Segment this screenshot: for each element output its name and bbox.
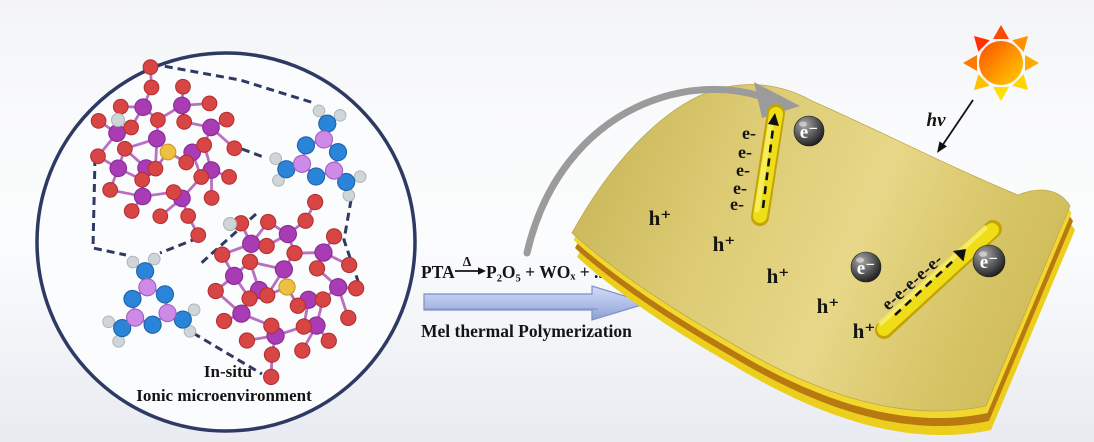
hydrogen-bond-dashes (91, 62, 361, 376)
electron-label: e- (742, 123, 756, 143)
electron-flow-arrow-vertical (761, 113, 779, 209)
electron-label: e- (736, 160, 750, 180)
hole-label: h⁺ (853, 319, 876, 343)
hole-label: h⁺ (649, 206, 672, 230)
reaction-equals-arrow (455, 267, 486, 275)
electron-ball-label: e⁻ (980, 252, 998, 273)
delta-heat-symbol: Δ (463, 254, 472, 269)
electron-label: e- (730, 194, 744, 214)
electron-label: e- (733, 178, 747, 198)
transformation-arrow (523, 82, 800, 257)
reactant-label: PTA (421, 262, 455, 282)
electron-ball-label: e⁻ (800, 122, 818, 143)
photon-hv-label: hv (927, 110, 947, 131)
electron-ball: e⁻ (972, 244, 1006, 278)
photon-arrow (937, 99, 974, 153)
electron-label: e- (738, 142, 752, 162)
caption-in-situ: In-situ (204, 362, 252, 381)
hole-label: h⁺ (713, 232, 736, 256)
sun-icon (963, 25, 1039, 101)
free-electron-labels-vertical: e- e- e- e- e- (730, 123, 756, 214)
electron-ball-label: e⁻ (857, 258, 875, 279)
hole-label: h⁺ (767, 264, 790, 288)
caption-ionic-microenvironment: Ionic microenvironment (136, 386, 312, 405)
hole-label: h⁺ (817, 294, 840, 318)
electron-ball: e⁻ (793, 115, 825, 147)
electron-flow-arrow-diagonal (894, 249, 966, 316)
hole-labels: h⁺ h⁺ h⁺ h⁺ h⁺ (649, 206, 876, 343)
reaction-annotation: PTA Δ P₂O₅ + WOₓ + ... Mel thermal Polym… (421, 254, 651, 341)
ionic-microenvironment-panel: In-situ Ionic microenvironment (35, 47, 417, 433)
electron-transport-rod-vertical (751, 104, 785, 226)
process-label: Mel thermal Polymerization (421, 321, 632, 341)
electron-ball: e⁻ (850, 251, 882, 283)
polymerization-arrow (423, 285, 651, 321)
products-label: P₂O₅ + WOₓ + ... (486, 262, 607, 282)
stray-hydrogen-atom (111, 113, 125, 127)
stray-hydrogen-atom (223, 217, 237, 231)
